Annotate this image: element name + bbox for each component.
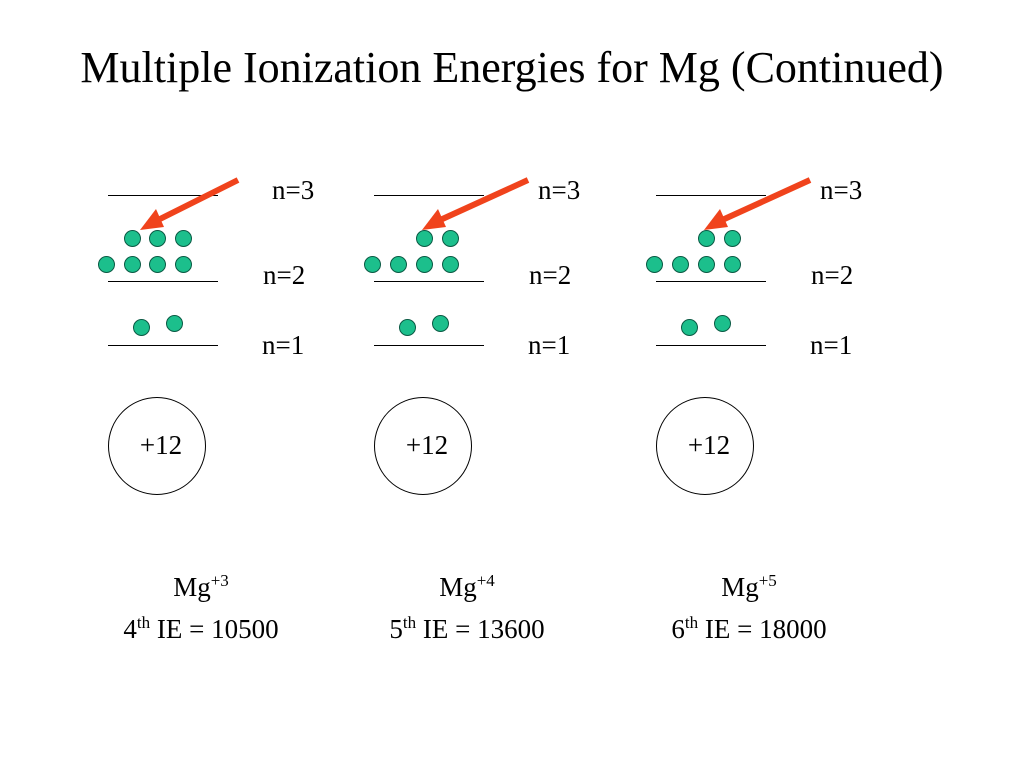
ionization-arrow-icon	[704, 177, 812, 230]
electron	[698, 256, 715, 273]
ie-value: IE = 10500	[150, 614, 279, 644]
n2-level-line	[374, 281, 484, 282]
ion-base: Mg	[439, 572, 477, 602]
ionization-arrow-icon	[422, 177, 530, 230]
electron	[149, 256, 166, 273]
ion-symbol: Mg+3	[96, 566, 306, 608]
electron	[714, 315, 731, 332]
electron	[442, 230, 459, 247]
electron	[698, 230, 715, 247]
n1-label: n=1	[810, 330, 853, 360]
ie-value: IE = 18000	[698, 614, 827, 644]
n1-level-line	[374, 345, 484, 346]
electron	[149, 230, 166, 247]
electron	[175, 256, 192, 273]
ie-number: 5	[389, 614, 403, 644]
ionization-energy: 5th IE = 13600	[362, 608, 572, 650]
n3-level-line	[374, 195, 484, 196]
n2-level-line	[108, 281, 218, 282]
electron	[399, 319, 416, 336]
nucleus: +12	[374, 397, 472, 495]
ie-suffix: th	[136, 613, 151, 632]
n3-label: n=3	[820, 175, 863, 205]
ie-number: 4	[123, 614, 137, 644]
ion-panel-mg3: n=3 n=2 n=1 +12 Mg+3 4th IE = 10500	[96, 0, 386, 768]
n2-label: n=2	[811, 260, 854, 290]
ie-suffix: th	[684, 613, 699, 632]
ionization-energy: 4th IE = 10500	[96, 608, 306, 650]
electron	[672, 256, 689, 273]
electron	[166, 315, 183, 332]
electron	[646, 256, 663, 273]
electron	[124, 256, 141, 273]
nucleus-charge: +12	[405, 430, 449, 460]
n2-level-line	[656, 281, 766, 282]
n3-label: n=3	[538, 175, 581, 205]
electron	[724, 230, 741, 247]
ion-charge: +3	[210, 571, 229, 590]
electron	[133, 319, 150, 336]
n1-label: n=1	[262, 330, 305, 360]
n3-level-line	[656, 195, 766, 196]
n2-label: n=2	[263, 260, 306, 290]
ion-symbol: Mg+5	[644, 566, 854, 608]
ion-panel-mg5: n=3 n=2 n=1 +12 Mg+5 6th IE = 18000	[644, 0, 934, 768]
n1-level-line	[108, 345, 218, 346]
ie-suffix: th	[402, 613, 417, 632]
ionization-energy: 6th IE = 18000	[644, 608, 854, 650]
n1-label: n=1	[528, 330, 571, 360]
electron	[364, 256, 381, 273]
n3-label: n=3	[272, 175, 315, 205]
ion-base: Mg	[721, 572, 759, 602]
electron	[724, 256, 741, 273]
ionization-arrow-icon	[140, 177, 240, 230]
nucleus-charge: +12	[687, 430, 731, 460]
ie-number: 6	[671, 614, 685, 644]
electron	[416, 230, 433, 247]
n1-level-line	[656, 345, 766, 346]
ion-symbol: Mg+4	[362, 566, 572, 608]
ion-base: Mg	[173, 572, 211, 602]
n2-label: n=2	[529, 260, 572, 290]
ion-charge: +5	[758, 571, 777, 590]
nucleus-charge: +12	[139, 430, 183, 460]
electron	[432, 315, 449, 332]
electron	[124, 230, 141, 247]
n3-level-line	[108, 195, 218, 196]
electron	[442, 256, 459, 273]
nucleus: +12	[656, 397, 754, 495]
ion-charge: +4	[476, 571, 495, 590]
ion-caption: Mg+3 4th IE = 10500	[96, 566, 306, 650]
electron	[175, 230, 192, 247]
ion-caption: Mg+5 6th IE = 18000	[644, 566, 854, 650]
ion-caption: Mg+4 5th IE = 13600	[362, 566, 572, 650]
slide-title: Multiple Ionization Energies for Mg (Con…	[80, 43, 944, 92]
ie-value: IE = 13600	[416, 614, 545, 644]
nucleus: +12	[108, 397, 206, 495]
ion-panel-mg4: n=3 n=2 n=1 +12 Mg+4 5th IE = 13600	[362, 0, 652, 768]
electron	[416, 256, 433, 273]
electron	[681, 319, 698, 336]
electron	[98, 256, 115, 273]
electron	[390, 256, 407, 273]
